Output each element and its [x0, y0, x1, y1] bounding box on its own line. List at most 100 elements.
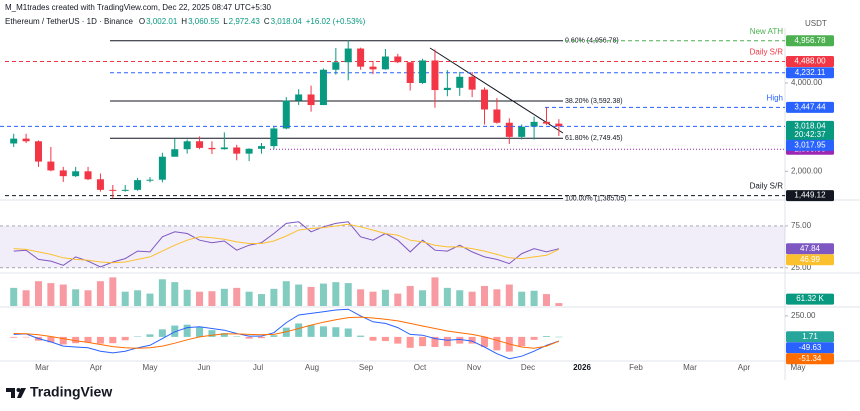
histogram-bar: [481, 336, 489, 347]
volume-bar: [530, 290, 538, 306]
candle-body: [307, 94, 315, 106]
indicator-line: [13, 221, 560, 268]
candle-body: [134, 180, 142, 190]
histogram-bar: [431, 336, 439, 347]
candle-body: [369, 66, 377, 70]
candle-body: [121, 189, 129, 191]
volume-bar: [22, 290, 30, 306]
candle-body: [258, 146, 265, 149]
x-tick-label: Jul: [253, 363, 263, 372]
level-label: 4,232.11: [795, 68, 826, 77]
candle-body: [220, 147, 228, 150]
volume-bar: [282, 281, 290, 306]
candle-body: [196, 141, 204, 148]
ohlc-key: H: [181, 17, 187, 26]
volume-bar: [419, 290, 427, 306]
candle-body: [456, 76, 464, 88]
histogram-bar: [295, 323, 303, 337]
level-label-box: [786, 67, 834, 79]
volume-bar: [245, 291, 253, 306]
countdown: 20:42:37: [794, 130, 826, 139]
candle-body: [146, 179, 154, 181]
candle-body: [233, 147, 241, 154]
x-tick-label: Jun: [198, 363, 211, 372]
candle-body: [96, 179, 104, 190]
indicator-line: [13, 316, 560, 349]
histogram-bar: [233, 336, 241, 337]
candle-body: [542, 121, 550, 124]
histogram-bar: [456, 336, 464, 344]
fib-label: 0.60% (4,956.78): [565, 38, 619, 45]
volume-bar: [295, 284, 303, 306]
volume-bar: [307, 286, 315, 306]
candle-body: [518, 126, 526, 137]
candle-body: [158, 156, 166, 180]
level-label: 4,956.78: [794, 36, 826, 45]
candle-body: [468, 76, 476, 90]
volume-bar: [96, 281, 104, 306]
candle-body: [282, 100, 290, 129]
x-tick-label: Aug: [305, 363, 319, 372]
x-tick-label: May: [790, 363, 805, 372]
trendline: [429, 47, 564, 134]
candle-body: [208, 147, 216, 150]
fib-label: 38.20% (3,592.38): [565, 98, 623, 105]
indicator-line: [13, 308, 560, 360]
volume-label-box: [786, 293, 834, 305]
candle-body: [171, 149, 179, 157]
volume-bar: [10, 287, 18, 306]
candle-body: [245, 148, 253, 154]
level-label-box: [786, 101, 834, 113]
histogram-bar: [381, 336, 389, 342]
candle-body: [419, 60, 427, 83]
logo-mark: [6, 388, 15, 398]
histogram-bar: [84, 336, 92, 343]
volume-bar: [394, 293, 402, 306]
ohlc-value: 3,002.01: [146, 17, 178, 26]
indicator-value: -49.63: [799, 343, 822, 352]
logo-mark: [16, 388, 21, 392]
level-tag: New ATH: [750, 27, 783, 36]
candle-body: [493, 109, 501, 123]
volume-bar: [84, 290, 92, 306]
x-tick-label: Apr: [738, 363, 751, 372]
candle-body: [406, 62, 414, 83]
ohlc-key: C: [264, 17, 270, 26]
level-label-box: [786, 55, 834, 67]
histogram-bar: [196, 326, 204, 337]
volume-bar: [381, 289, 389, 306]
volume-bar: [493, 289, 501, 306]
last-price-box: [786, 120, 834, 141]
volume-bar: [369, 291, 377, 306]
ohlc-value: 3,018.04: [271, 17, 303, 26]
volume-bar: [171, 282, 179, 306]
histogram-bar: [406, 336, 414, 348]
brand: TradingView: [30, 384, 112, 400]
indicator-value-box: [786, 254, 834, 266]
level-tag: Daily S/R: [750, 48, 784, 57]
candle-body: [443, 87, 451, 91]
histogram-bar: [220, 333, 228, 337]
x-tick-label: 2026: [573, 363, 591, 372]
volume-bar: [134, 290, 142, 306]
candle-body: [34, 141, 42, 162]
histogram-bar: [47, 336, 55, 343]
histogram-bar: [419, 336, 427, 347]
volume-bar: [357, 289, 365, 306]
volume-bar: [121, 291, 129, 306]
logo-mark: [17, 388, 26, 398]
histogram-bar: [258, 336, 265, 339]
level-tag: Daily S/R: [750, 182, 784, 191]
rsi-band: [0, 225, 785, 268]
volume-bar: [270, 288, 278, 306]
indicator-value: -51.34: [799, 354, 822, 363]
indicator-value-box: [786, 331, 834, 343]
volume-bar: [443, 287, 451, 306]
x-tick-label: Mar: [683, 363, 697, 372]
x-tick-label: Oct: [414, 363, 427, 372]
volume-bar: [208, 291, 216, 306]
volume-bar: [233, 287, 241, 306]
symbol: Ethereum / TetherUS · 1D · Binance: [5, 17, 133, 26]
candle-body: [59, 170, 67, 177]
